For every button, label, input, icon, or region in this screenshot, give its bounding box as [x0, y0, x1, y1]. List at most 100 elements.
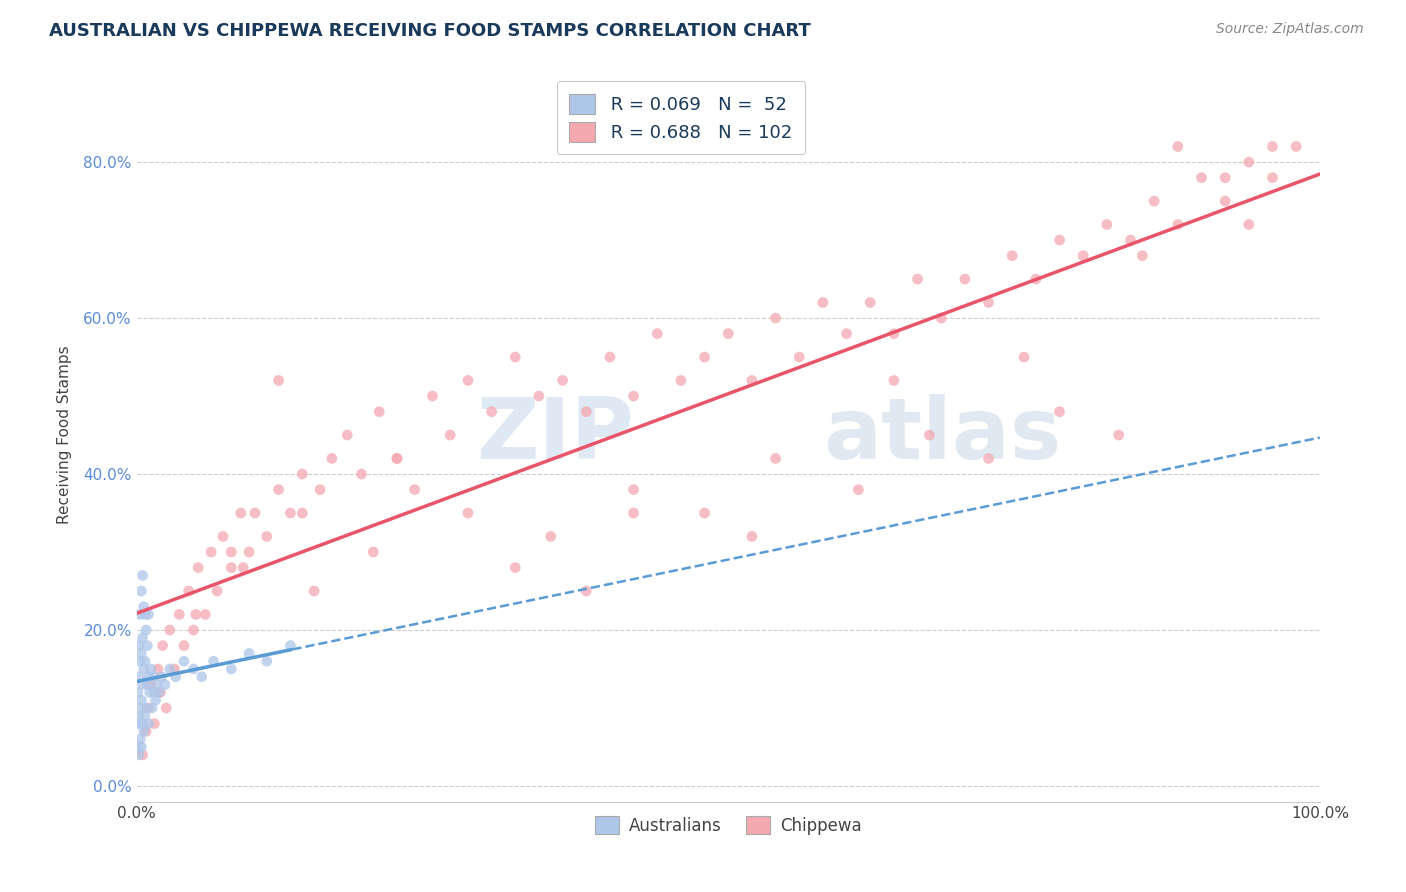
Point — [131, 693, 153, 707]
Point — [128, 639, 150, 653]
Point — [205, 584, 228, 599]
Point — [212, 529, 235, 543]
Point — [135, 623, 157, 637]
Point — [741, 529, 763, 543]
Point — [136, 639, 159, 653]
Point — [136, 677, 159, 691]
Point — [527, 389, 550, 403]
Point — [336, 428, 359, 442]
Point — [134, 654, 156, 668]
Point — [503, 560, 526, 574]
Point — [1012, 350, 1035, 364]
Text: atlas: atlas — [823, 393, 1062, 476]
Point — [128, 747, 150, 762]
Point — [138, 670, 160, 684]
Point — [787, 350, 810, 364]
Point — [183, 662, 205, 676]
Point — [173, 654, 195, 668]
Point — [127, 685, 149, 699]
Point — [953, 272, 976, 286]
Point — [1261, 139, 1284, 153]
Point — [134, 607, 156, 622]
Point — [907, 272, 929, 286]
Point — [848, 483, 870, 497]
Point — [139, 677, 162, 691]
Point — [183, 623, 205, 637]
Point — [811, 295, 834, 310]
Point — [129, 732, 152, 747]
Point — [1143, 194, 1166, 208]
Point — [243, 506, 266, 520]
Point — [350, 467, 373, 481]
Point — [132, 662, 155, 676]
Point — [765, 451, 787, 466]
Point — [309, 483, 332, 497]
Point — [1119, 233, 1142, 247]
Point — [131, 747, 153, 762]
Point — [385, 451, 408, 466]
Point — [551, 374, 574, 388]
Point — [132, 599, 155, 614]
Point — [457, 506, 479, 520]
Point — [194, 607, 217, 622]
Point — [1213, 170, 1236, 185]
Point — [221, 662, 243, 676]
Point — [835, 326, 858, 341]
Point — [145, 677, 167, 691]
Point — [129, 701, 152, 715]
Point — [145, 693, 167, 707]
Point — [623, 483, 645, 497]
Point — [129, 654, 152, 668]
Point — [232, 560, 254, 574]
Point — [131, 677, 153, 691]
Point — [883, 326, 905, 341]
Point — [238, 647, 260, 661]
Text: Source: ZipAtlas.com: Source: ZipAtlas.com — [1216, 22, 1364, 37]
Point — [132, 724, 155, 739]
Point — [221, 545, 243, 559]
Point — [142, 670, 165, 684]
Point — [127, 739, 149, 754]
Point — [256, 529, 278, 543]
Point — [238, 545, 260, 559]
Point — [1191, 170, 1213, 185]
Point — [139, 662, 162, 676]
Point — [138, 607, 160, 622]
Point — [422, 389, 444, 403]
Point — [128, 708, 150, 723]
Point — [256, 654, 278, 668]
Point — [1001, 249, 1024, 263]
Point — [623, 389, 645, 403]
Point — [129, 607, 152, 622]
Text: ZIP: ZIP — [475, 393, 634, 476]
Point — [1130, 249, 1153, 263]
Point — [1237, 155, 1260, 169]
Point — [717, 326, 740, 341]
Point — [623, 506, 645, 520]
Point — [135, 724, 157, 739]
Point — [669, 374, 692, 388]
Point — [155, 701, 177, 715]
Point — [1049, 233, 1071, 247]
Point — [280, 639, 302, 653]
Point — [439, 428, 461, 442]
Point — [599, 350, 621, 364]
Point — [1071, 249, 1094, 263]
Point — [977, 295, 1000, 310]
Point — [148, 685, 170, 699]
Point — [1049, 404, 1071, 418]
Point — [146, 662, 169, 676]
Point — [127, 716, 149, 731]
Point — [645, 326, 668, 341]
Point — [159, 623, 181, 637]
Point — [280, 506, 302, 520]
Point — [883, 374, 905, 388]
Point — [187, 560, 209, 574]
Point — [385, 451, 408, 466]
Point — [404, 483, 426, 497]
Point — [741, 374, 763, 388]
Point — [167, 607, 190, 622]
Point — [540, 529, 562, 543]
Point — [173, 639, 195, 653]
Point — [138, 716, 160, 731]
